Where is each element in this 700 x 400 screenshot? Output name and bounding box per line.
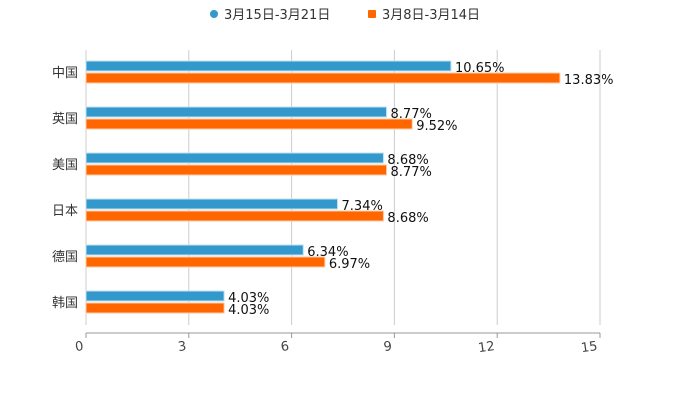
category-group: 韩国 4.03%4.03% <box>52 290 269 318</box>
legend-circle-icon <box>210 9 218 18</box>
value-label: 8.68% <box>387 153 428 168</box>
x-tick-label: 3 <box>177 339 187 355</box>
category-label: 德国 <box>52 250 78 265</box>
legend-item-series-2[interactable]: 3月8日-3月14日 <box>368 4 480 23</box>
x-tick-label: 6 <box>280 339 290 355</box>
x-tick-label: 12 <box>477 339 495 356</box>
value-label: 9.52% <box>416 119 457 134</box>
bar-series-2[interactable] <box>85 72 561 84</box>
bar-series-1[interactable] <box>85 60 452 72</box>
category-label: 韩国 <box>52 296 78 311</box>
bar-series-2[interactable] <box>85 302 225 314</box>
legend-label: 3月15日-3月21日 <box>224 8 331 23</box>
x-tick-label: 15 <box>580 339 598 356</box>
category-label: 英国 <box>52 112 78 127</box>
category-group: 中国 10.65% 13.83% <box>52 60 614 88</box>
legend: 3月15日-3月21日 3月8日-3月14日 <box>0 4 700 24</box>
bar-series-1[interactable] <box>85 244 304 256</box>
value-label: 13.83% <box>564 73 614 88</box>
category-group: 英国 8.77%9.52% <box>52 106 458 134</box>
category-group: 德国 6.34%6.97% <box>52 244 370 272</box>
category-label: 美国 <box>52 158 78 173</box>
x-tick-label: 0 <box>74 339 84 355</box>
category-label: 日本 <box>52 204 78 219</box>
bar-series-2[interactable] <box>85 210 384 222</box>
value-label: 8.77% <box>391 165 432 180</box>
legend-label: 3月8日-3月14日 <box>382 8 481 23</box>
bar-series-1[interactable] <box>85 198 339 210</box>
bar-series-2[interactable] <box>85 164 388 176</box>
value-label: 8.68% <box>387 211 428 226</box>
value-label: 6.34% <box>307 245 348 260</box>
value-label: 7.34% <box>342 199 383 214</box>
value-label: 10.65% <box>455 61 505 76</box>
x-tick-label: 9 <box>383 339 393 355</box>
category-group: 日本 7.34% 8.68% <box>52 198 429 226</box>
bar-series-1[interactable] <box>85 152 384 164</box>
bar-series-1[interactable] <box>85 290 225 302</box>
category-label: 中国 <box>52 66 78 81</box>
legend-item-series-1[interactable]: 3月15日-3月21日 <box>210 4 330 23</box>
bar-series-2[interactable] <box>85 256 326 268</box>
value-label: 6.97% <box>329 257 370 272</box>
category-group: 美国 8.68%8.77% <box>52 152 432 180</box>
value-label: 4.03% <box>228 303 269 318</box>
value-label: 8.77% <box>391 107 432 122</box>
bar-series-2[interactable] <box>85 118 413 130</box>
bar-series-1[interactable] <box>85 106 388 118</box>
legend-square-icon <box>368 9 376 18</box>
value-label: 4.03% <box>228 291 269 306</box>
